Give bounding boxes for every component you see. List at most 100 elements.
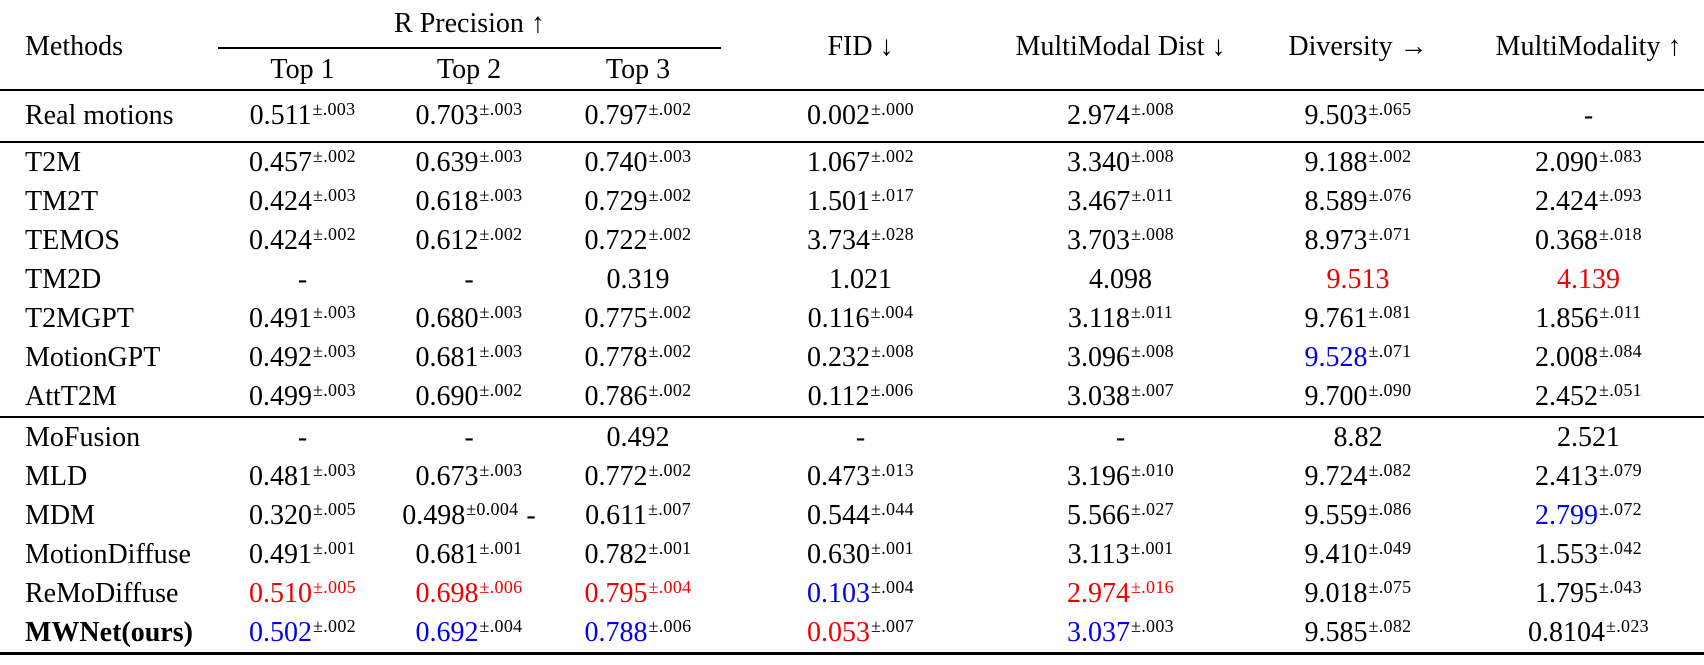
metric-value: - [464, 263, 474, 295]
column-header-multimodal-dist: MultiModal Dist ↓ [998, 4, 1243, 91]
metric-cell: 2.974±.008 [998, 89, 1243, 143]
table-row: ReMoDiffuse 0.510±.005 0.698±.006 0.795±.00… [0, 574, 1704, 613]
metric-cell: 0.481±.003 [220, 457, 385, 496]
metric-stddev: ±.075 [1368, 576, 1412, 597]
metric-value: 0.681 [415, 538, 479, 570]
metric-value: 0.510 [249, 577, 313, 609]
metric-value: 4.098 [1089, 263, 1152, 295]
metric-cell: 0.786±.002 [553, 377, 723, 417]
metric-cell: 0.772±.002 [553, 457, 723, 496]
method-name: T2MGPT [25, 302, 134, 334]
metric-cell: 0.473±.013 [723, 457, 998, 496]
table-row: T2MGPT 0.491±.003 0.680±.003 0.775±.002 0.11… [0, 299, 1704, 338]
metric-cell: 0.116±.004 [723, 299, 998, 338]
metric-value: 3.467 [1067, 185, 1131, 217]
metric-stddev: ±.003 [479, 340, 523, 361]
metric-stddev: ±.003 [479, 145, 523, 166]
metric-value: 9.585 [1304, 616, 1368, 648]
metric-value: 0.673 [415, 460, 479, 492]
metric-cell: 0.703±.003 [385, 89, 553, 143]
metric-stddev: ±.083 [1599, 145, 1642, 166]
metric-value: 8.82 [1333, 421, 1383, 453]
metric-cell: 0.510±.005 [220, 574, 385, 613]
metric-cell: 2.799±.072 [1473, 496, 1704, 535]
metric-stddev: ±.003 [479, 99, 523, 119]
metric-value: - [1115, 421, 1126, 453]
metric-stddev: ±.027 [1131, 498, 1174, 519]
metric-cell: 0.612±.002 [385, 221, 553, 260]
metric-value: 0.491 [249, 302, 313, 334]
metric-value: 1.067 [807, 146, 871, 178]
metric-value: 9.761 [1304, 302, 1368, 334]
metric-stddev: ±.049 [1368, 537, 1412, 558]
metric-cell: - [220, 416, 385, 457]
table-row: MWNet(ours) 0.502±.002 0.692±.004 0.788±.00… [0, 613, 1704, 654]
metric-cell: 1.553±.042 [1473, 535, 1704, 574]
table-row: TM2T 0.424±.003 0.618±.003 0.729±.002 1.501±… [0, 182, 1704, 221]
metric-value: 9.559 [1304, 499, 1368, 531]
metric-value: 5.566 [1067, 499, 1131, 531]
metric-stddev: ±.071 [1368, 340, 1412, 361]
metric-cell: 0.681±.003 [385, 338, 553, 377]
table-row: MotionGPT 0.492±.003 0.681±.003 0.778±.002 0… [0, 338, 1704, 377]
metric-value: 2.452 [1535, 380, 1599, 412]
metric-stddev: ±.001 [648, 537, 692, 558]
metric-value: 3.037 [1067, 616, 1131, 648]
metric-cell: 2.452±.051 [1473, 377, 1704, 417]
metric-stddev: ±.090 [1368, 379, 1412, 400]
metric-cell: 5.566±.027 [998, 496, 1243, 535]
metric-suffix: - [526, 499, 536, 531]
metric-value: 0.772 [584, 460, 648, 492]
metric-value: 1.501 [807, 185, 871, 217]
metric-stddev: ±.003 [313, 379, 356, 400]
metric-stddev: ±.003 [313, 301, 356, 322]
metric-stddev: ±.003 [313, 340, 356, 361]
table-row: Real motions 0.511±.003 0.703±.003 0.797±.0… [0, 89, 1704, 143]
metric-stddev: ±.005 [313, 498, 356, 519]
metric-cell: 0.782±.001 [553, 535, 723, 574]
metric-cell: 3.467±.011 [998, 182, 1243, 221]
metric-stddev: ±.002 [871, 145, 914, 166]
metric-value: 1.856 [1535, 302, 1599, 334]
metric-cell: 0.795±.004 [553, 574, 723, 613]
metric-stddev: ±.013 [871, 459, 914, 480]
header-row-top: Methods R Precision ↑ FID ↓ MultiModal D… [0, 4, 1704, 91]
metric-cell: 0.778±.002 [553, 338, 723, 377]
header-row-sub: Top 1 Top 2 Top 3 [0, 50, 1704, 91]
metric-cell: 0.673±.003 [385, 457, 553, 496]
metric-value: 3.734 [807, 224, 871, 256]
metric-cell: 0.729±.002 [553, 182, 723, 221]
metric-cell: 3.037±.003 [998, 613, 1243, 654]
metric-stddev: ±.002 [313, 615, 356, 636]
metric-value: 0.112 [807, 380, 870, 412]
metric-cell: - [385, 416, 553, 457]
metric-stddev: ±.071 [1368, 223, 1412, 244]
metric-stddev: ±.082 [1368, 615, 1412, 636]
metric-value: 9.503 [1304, 100, 1368, 131]
column-header-methods: Methods [0, 4, 220, 91]
metric-stddev: ±.007 [1131, 379, 1174, 400]
metric-value: 0.491 [249, 538, 313, 570]
metric-stddev: ±.082 [1368, 459, 1412, 480]
metric-value: 0.511 [249, 100, 312, 131]
metric-stddev: ±.003 [479, 301, 523, 322]
metric-stddev: ±.018 [1599, 223, 1642, 244]
metric-value: 0.320 [249, 499, 313, 531]
metric-cell: 0.788±.006 [553, 613, 723, 654]
metric-value: 4.139 [1557, 263, 1620, 295]
metric-cell: 9.724±.082 [1243, 457, 1473, 496]
metric-value: 0.775 [584, 302, 648, 334]
metric-stddev: ±.044 [871, 498, 914, 519]
metric-value: 9.018 [1304, 577, 1368, 609]
metric-value: 0.722 [584, 224, 648, 256]
metric-cell: 0.740±.003 [553, 141, 723, 182]
metric-value: 2.799 [1535, 499, 1599, 531]
metric-cell: 0.639±.003 [385, 141, 553, 182]
metric-stddev: ±.002 [648, 340, 692, 361]
metric-stddev: ±.003 [479, 184, 523, 205]
method-name: TM2D [25, 263, 102, 295]
metric-cell: 0.320±.005 [220, 496, 385, 535]
metric-cell: 3.113±.001 [998, 535, 1243, 574]
metric-cell: 9.018±.075 [1243, 574, 1473, 613]
metric-value: 0.502 [249, 616, 313, 648]
